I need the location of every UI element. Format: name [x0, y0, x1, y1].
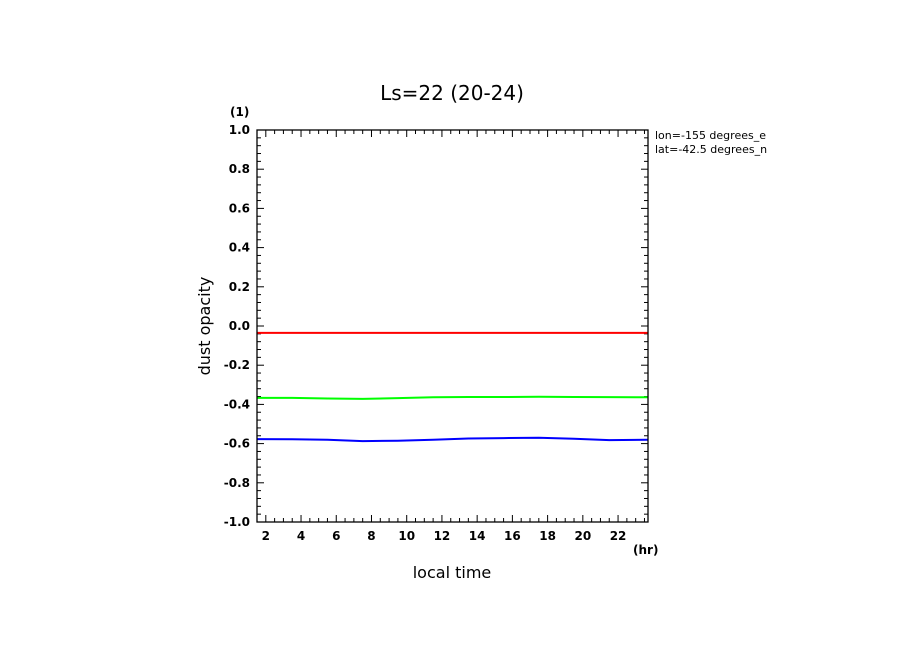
x-tick-label: 8: [367, 529, 375, 543]
y-tick-label: 1.0: [229, 123, 250, 137]
y-tick-label: 0.2: [229, 280, 250, 294]
x-tick-label: 16: [504, 529, 521, 543]
series-line-2: [257, 395, 649, 400]
y-tick-label: -0.8: [224, 476, 250, 490]
x-unit-label: (hr): [633, 543, 658, 557]
x-tick-label: 22: [610, 529, 627, 543]
x-tick-label: 2: [262, 529, 270, 543]
y-axis-ticks: -1.0 -0.8 -0.6 -0.4 -0.2 0.0 0.2 0.4 0.6 0.8 1.0: [224, 123, 648, 529]
y-tick-label: 0.4: [229, 241, 250, 255]
y-tick-label: -0.2: [224, 358, 250, 372]
series-layer: [256, 331, 649, 443]
annotation-lon: lon=-155 degrees_e: [655, 129, 766, 142]
annotation-lat: lat=-42.5 degrees_n: [655, 143, 767, 156]
y-tick-label: -0.4: [224, 397, 250, 411]
x-axis-label: local time: [413, 563, 492, 582]
y-tick-label: 0.0: [229, 319, 250, 333]
plot-frame: [256, 129, 649, 523]
x-tick-label: 12: [434, 529, 451, 543]
series-line-3: [256, 436, 649, 443]
x-tick-label: 4: [297, 529, 305, 543]
x-tick-label: 14: [469, 529, 486, 543]
y-tick-label: 0.6: [229, 201, 250, 215]
chart-title: Ls=22 (20-24): [380, 81, 524, 105]
y-unit-label: (1): [230, 105, 249, 119]
x-tick-label: 6: [332, 529, 340, 543]
x-tick-label: 20: [574, 529, 591, 543]
y-axis-label: dust opacity: [195, 277, 214, 376]
y-tick-label: -1.0: [224, 515, 250, 529]
x-tick-label: 10: [398, 529, 415, 543]
x-axis-ticks: 2 4 6 8 10 12 14 16 18 20 22: [256, 130, 645, 543]
y-tick-label: 0.8: [229, 162, 250, 176]
y-tick-label: -0.6: [224, 437, 250, 451]
x-tick-label: 18: [539, 529, 556, 543]
